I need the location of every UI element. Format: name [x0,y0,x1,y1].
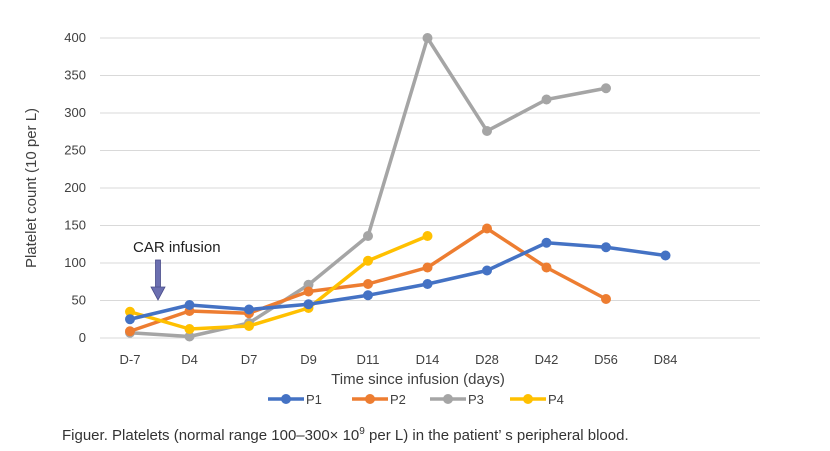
series-P1 [125,237,671,325]
data-point-P2 [303,286,314,297]
legend-item-P4: P4 [510,392,564,407]
data-point-P2 [482,223,492,234]
x-tick-label: D11 [357,352,380,367]
y-tick-label: 300 [64,105,86,120]
legend-marker [281,394,291,404]
data-point-P1 [601,242,611,253]
data-point-P2 [541,262,552,273]
data-point-P2 [363,279,373,289]
legend-label: P1 [306,392,322,407]
y-tick-label: 100 [64,255,86,270]
y-axis-title: Platelet count (10 per L) [23,108,40,268]
data-point-P2 [125,326,135,337]
x-tick-label: D28 [475,352,499,367]
data-point-P4 [125,306,135,317]
data-point-P3 [422,33,433,43]
series-group [125,33,671,342]
legend-marker [365,394,375,404]
chart: 0 50 100 150 200 250 300 350 400 D-7 D4 D7 D9 D11 D14… [23,30,760,407]
caption-suffix: per L) in the patient’ s peripheral bloo… [364,427,629,444]
data-point-P3 [363,231,373,241]
legend-marker [523,394,533,404]
x-tick-label: D7 [241,352,258,367]
data-point-P4 [184,324,195,334]
legend-label: P2 [390,392,406,407]
x-tick-label: D42 [535,352,559,367]
x-tick-label: D84 [654,352,678,367]
y-tick-labels: 0 50 100 150 200 250 300 350 400 [64,30,86,345]
car-infusion-annotation: CAR infusion [133,239,221,301]
y-tick-label: 200 [64,180,86,195]
series-line-P1 [128,241,668,321]
caption-superscript: 9 [359,426,365,437]
x-axis-title: Time since infusion (days) [331,371,505,388]
caption-prefix: Figuer. Platelets (normal range 100–300×… [62,427,360,444]
down-arrow-icon [150,259,166,301]
x-tick-labels: D-7 D4 D7 D9 D11 D14 D28 D42 D56 D84 [120,352,678,367]
data-point-P1 [303,299,314,310]
legend-item-P2: P2 [352,392,406,407]
data-point-P3 [541,94,552,105]
x-tick-label: D14 [416,352,440,367]
x-tick-label: D-7 [120,352,141,367]
legend-item-P3: P3 [430,392,484,407]
legend-label: P3 [468,392,484,407]
x-tick-label: D4 [181,352,198,367]
gridlines [100,37,760,339]
data-point-P1 [422,279,433,289]
data-point-P1 [125,314,135,325]
data-point-P4 [244,321,254,331]
data-point-P1 [482,265,492,276]
data-point-P4 [422,231,433,241]
data-point-P1 [660,250,671,261]
data-point-P1 [184,300,195,310]
x-tick-label: D9 [300,352,317,367]
figure-caption: Figuer. Platelets (normal range 100–300×… [62,426,629,444]
legend-label: P4 [548,392,564,407]
data-point-P1 [363,290,373,301]
y-tick-label: 350 [64,68,86,83]
legend: P1 P2 P3 P4 [268,392,564,407]
y-tick-label: 400 [64,30,86,45]
legend-item-P1: P1 [268,392,322,407]
data-point-P1 [541,237,552,248]
data-point-P2 [601,294,611,304]
y-tick-label: 0 [79,330,86,345]
y-tick-label: 150 [64,218,86,233]
data-point-P3 [184,331,195,342]
data-point-P4 [363,255,373,266]
series-line-P4 [128,234,430,331]
y-tick-label: 50 [72,293,86,308]
legend-marker [443,394,453,404]
annotation-text: CAR infusion [133,239,221,256]
x-tick-label: D56 [594,352,618,367]
data-point-P3 [482,126,492,136]
data-point-P3 [601,83,611,94]
data-point-P2 [422,262,433,273]
y-tick-label: 250 [64,143,86,158]
data-point-P1 [244,304,254,315]
